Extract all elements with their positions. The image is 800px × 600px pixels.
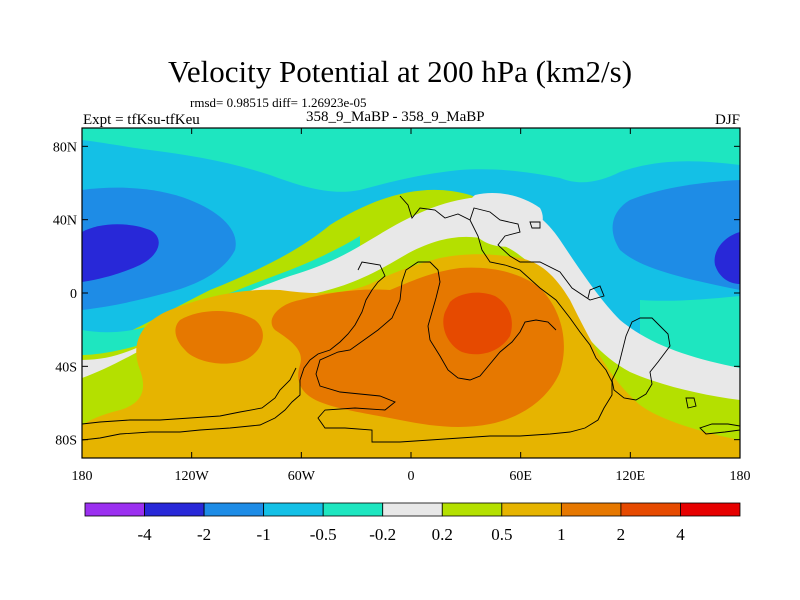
colorbar-swatch-6 — [441, 502, 503, 517]
colorbar: -4 -2 -1 -0.5 -0.2 0.2 0.5 1 2 4 — [84, 502, 741, 544]
case-label: 358_9_MaBP - 358_9_MaBP — [306, 109, 485, 125]
experiment-label: Expt = tfKsu-tfKeu — [83, 112, 200, 128]
x-tick-label-0: 180 — [72, 469, 93, 484]
coastline-north — [529, 221, 541, 229]
y-axis-ticks: 80N 40N 0 40S 80S — [53, 140, 740, 449]
colorbar-label-8: 2 — [617, 525, 626, 544]
band-neg0.2-0.2-patch — [467, 192, 543, 247]
colorbar-swatch-7 — [501, 502, 562, 517]
colorbar-label-6: 0.5 — [491, 525, 512, 544]
coastline-africa — [315, 195, 613, 443]
x-tick-label-4: 60E — [509, 469, 532, 484]
band-neg4-neg2-west — [82, 224, 159, 282]
coastline-island — [685, 397, 697, 409]
x-tick-label-2: 60W — [288, 469, 316, 484]
band-neg0.5-neg0.2-top — [82, 128, 740, 192]
contour-fill — [82, 128, 740, 458]
colorbar-label-2: -1 — [257, 525, 271, 544]
colorbar-swatch-2 — [203, 502, 265, 517]
y-tick-label-4: 80S — [55, 434, 77, 449]
coastline-americas — [82, 261, 386, 441]
y-tick-label-1: 40N — [53, 214, 77, 229]
band-1-2-west — [175, 311, 263, 364]
colorbar-label-4: -0.2 — [369, 525, 396, 544]
chart-title: Velocity Potential at 200 hPa (km2/s) — [167, 54, 633, 89]
colorbar-swatch-0 — [84, 502, 145, 517]
band-neg4-neg2-east — [714, 232, 740, 284]
colorbar-label-0: -4 — [137, 525, 152, 544]
colorbar-swatch-9 — [620, 502, 681, 517]
colorbar-label-3: -0.5 — [310, 525, 337, 544]
x-tick-label-1: 120W — [175, 469, 210, 484]
colorbar-label-9: 4 — [676, 525, 685, 544]
x-axis-ticks: 180 120W 60W 0 60E 120E 180 — [72, 128, 751, 484]
coastlines — [82, 195, 740, 443]
colorbar-label-7: 1 — [557, 525, 566, 544]
season-label: DJF — [714, 112, 740, 128]
coastline-antarctica-east — [699, 423, 740, 435]
colorbar-swatch-10 — [680, 502, 741, 517]
x-tick-label-6: 180 — [730, 469, 751, 484]
coastline-patagonia — [82, 367, 297, 425]
colorbar-swatch-8 — [560, 502, 622, 517]
colorbar-label-5: 0.2 — [432, 525, 453, 544]
y-tick-label-0: 80N — [53, 140, 77, 155]
y-tick-label-2: 0 — [70, 287, 77, 302]
colorbar-swatch-4 — [322, 502, 384, 517]
band-2-4 — [443, 292, 512, 355]
stats-label: rmsd= 0.98515 diff= 1.26923e-05 — [190, 95, 367, 110]
x-tick-label-3: 0 — [408, 469, 415, 484]
colorbar-swatch-1 — [144, 502, 205, 517]
y-tick-label-3: 40S — [55, 360, 77, 375]
coastline-asia — [469, 207, 605, 301]
band-neg2-neg1-west — [82, 187, 236, 310]
colorbar-label-1: -2 — [197, 525, 211, 544]
colorbar-swatch-3 — [263, 502, 324, 517]
colorbar-swatch-5 — [382, 502, 443, 517]
x-tick-label-5: 120E — [616, 469, 646, 484]
band-neg0.2-0.2 — [82, 197, 740, 400]
coastline-australia — [611, 317, 671, 401]
band-neg0.5-neg0.2-west — [82, 236, 360, 355]
band-neg1-neg0.5 — [82, 128, 740, 380]
band-neg2-neg1-east — [612, 180, 740, 290]
